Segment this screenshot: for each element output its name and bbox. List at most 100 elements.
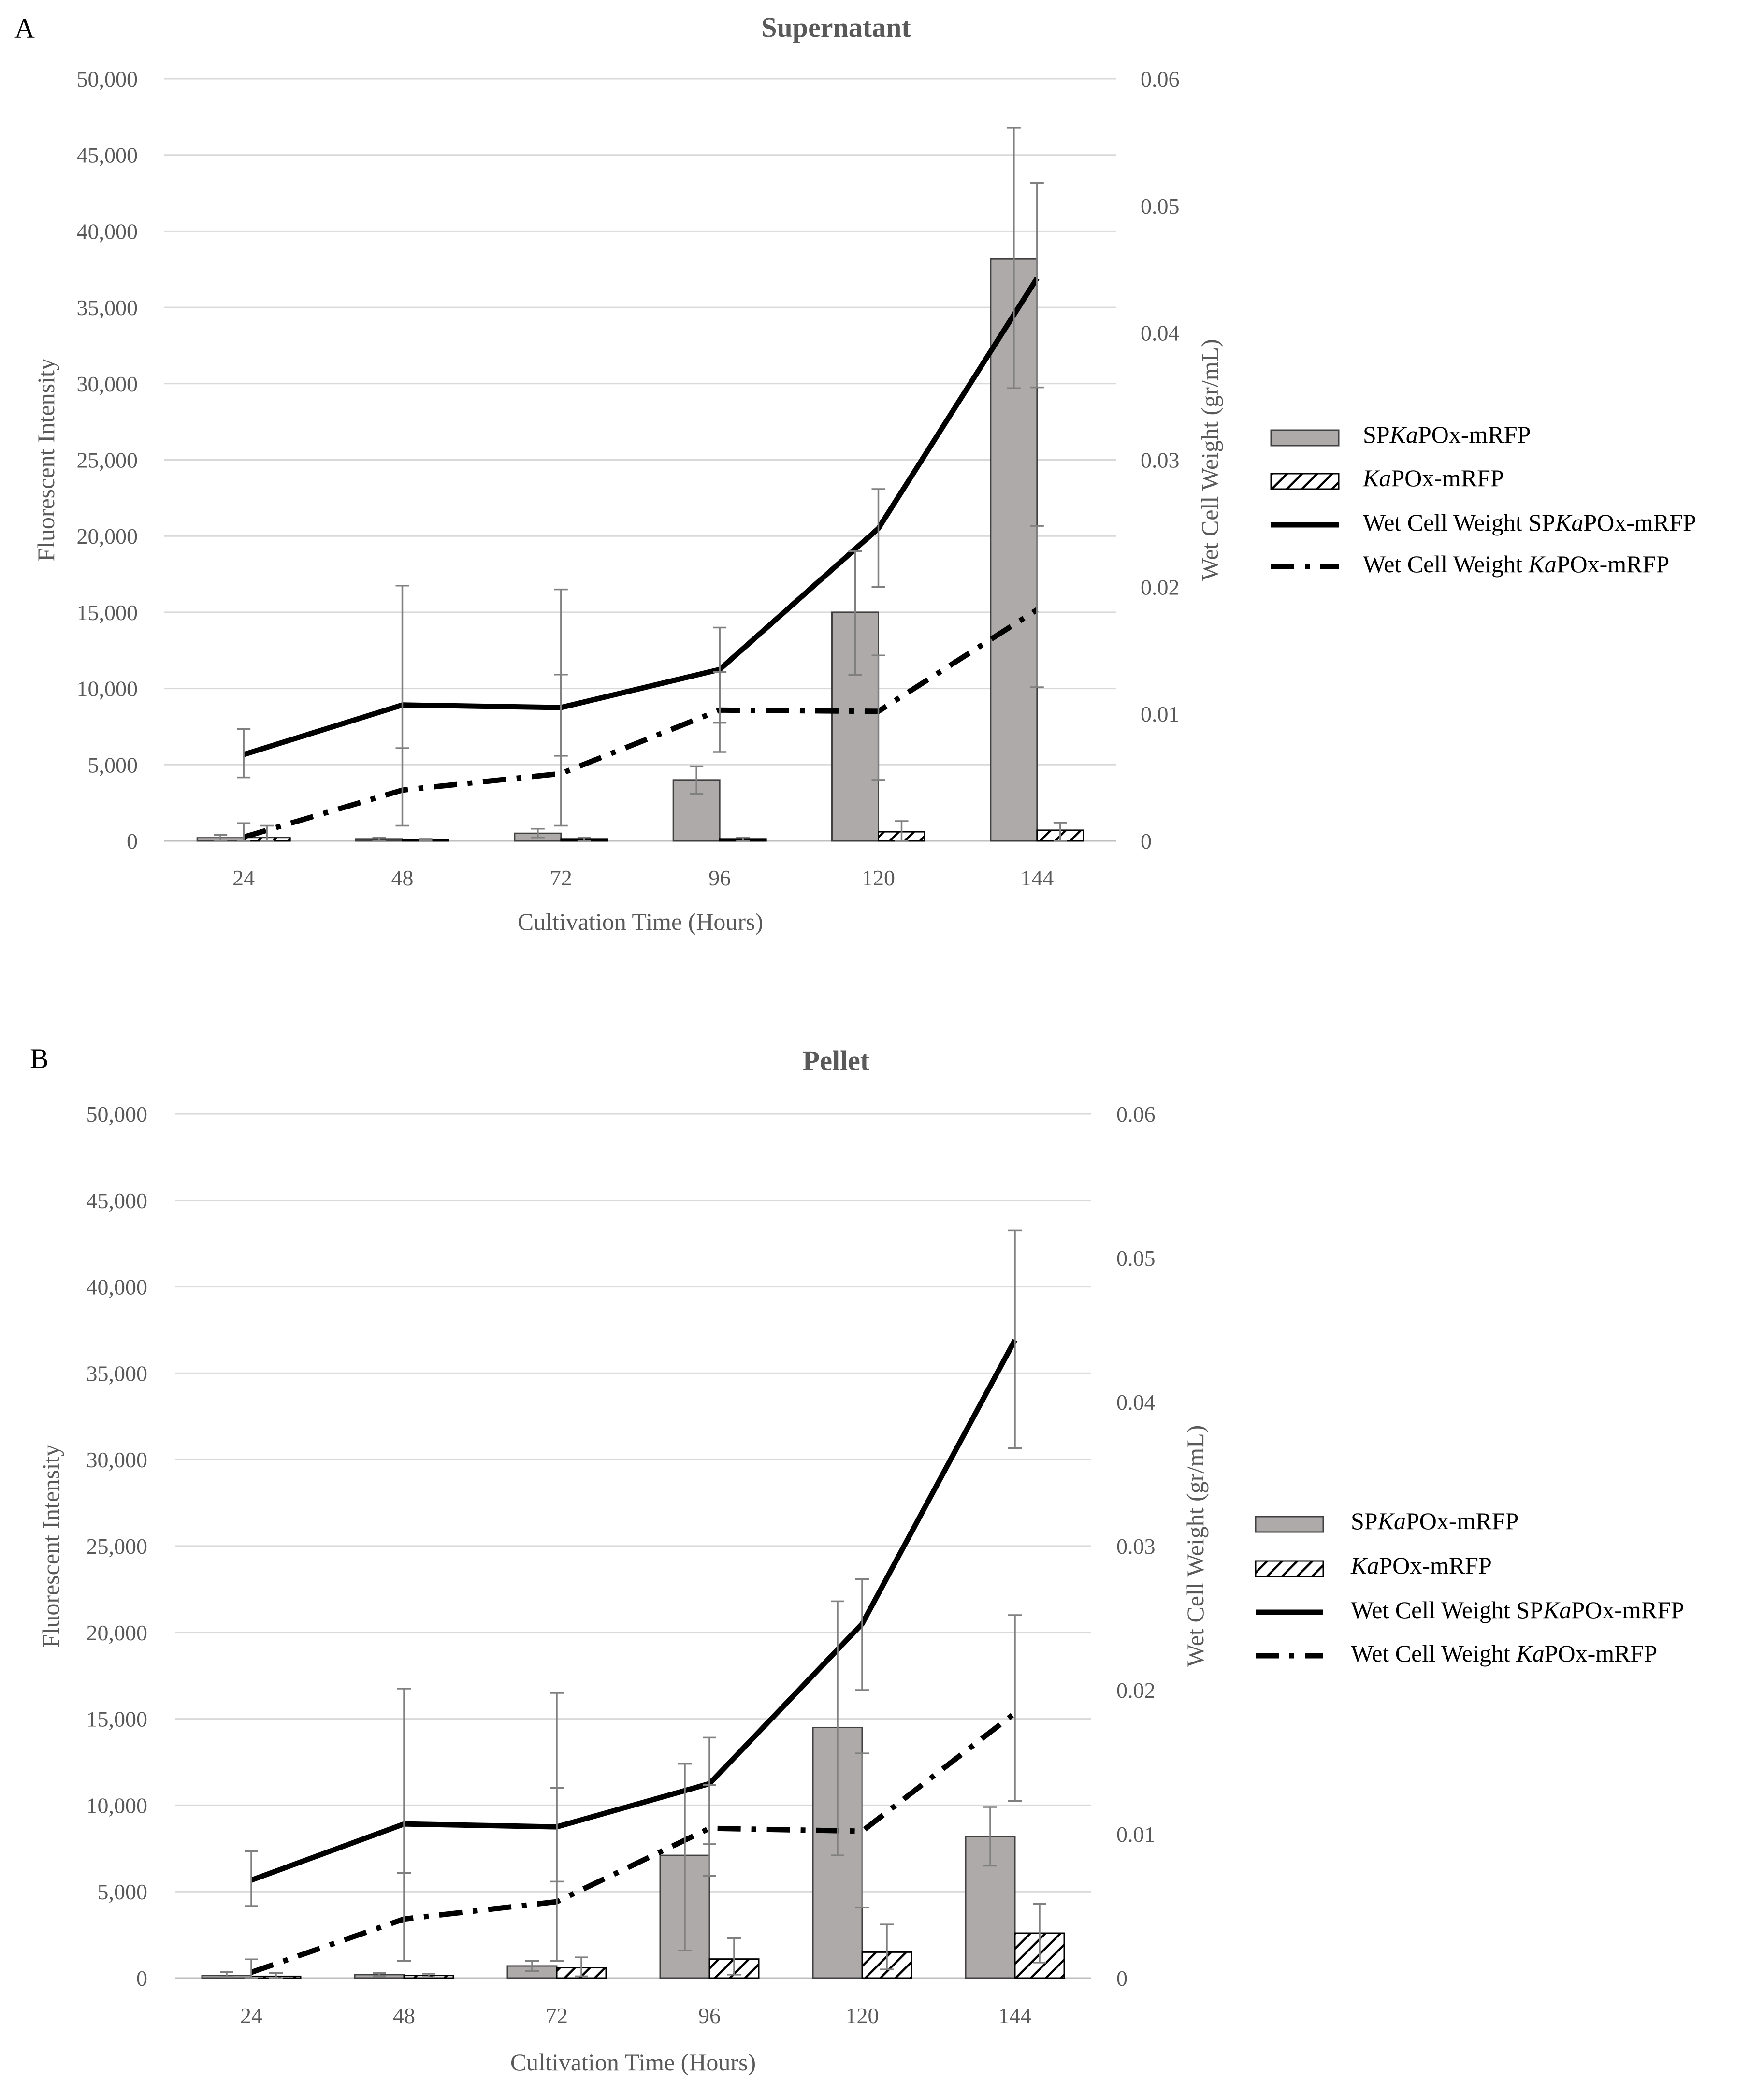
y2-tick-label: 0.04 xyxy=(1116,1390,1156,1415)
panel-label: B xyxy=(30,1043,49,1074)
legend-label-italic: Ka xyxy=(1543,1596,1571,1623)
legend-swatch-spkapox xyxy=(1255,1516,1324,1533)
legend-swatch-kapox xyxy=(1270,473,1340,490)
y-tick-label: 45,000 xyxy=(77,143,138,168)
legend-label-part: POx-mRFP xyxy=(1571,1596,1684,1623)
y-tick-label: 0 xyxy=(136,1966,147,1991)
legend-swatch-kapox xyxy=(1255,1560,1324,1577)
y-tick-label: 0 xyxy=(127,829,138,853)
x-tick-label: 96 xyxy=(698,2003,721,2028)
y-axis-title: Fluorescent Intensity xyxy=(37,1445,64,1648)
y-tick-label: 40,000 xyxy=(87,1275,148,1300)
line-wcw-kapox xyxy=(243,607,1039,840)
x-tick-label: 24 xyxy=(232,866,255,890)
y-tick-label: 15,000 xyxy=(77,600,138,625)
y-tick-label: 50,000 xyxy=(77,67,138,91)
x-tick-label: 144 xyxy=(998,2003,1032,2028)
x-tick-label: 48 xyxy=(391,866,414,890)
panel-label: A xyxy=(14,13,35,44)
y2-tick-label: 0.05 xyxy=(1141,194,1180,218)
legend-label-italic: Ka xyxy=(1350,1552,1379,1579)
x-tick-label: 24 xyxy=(240,2003,262,2028)
x-tick-label: 144 xyxy=(1020,866,1054,890)
y-axis-title: Fluorescent Intensity xyxy=(32,358,59,562)
y-tick-label: 35,000 xyxy=(87,1361,148,1386)
legend-label-part: POx-mRFP xyxy=(1418,421,1531,448)
legend-label-part: Wet Cell Weight xyxy=(1363,550,1528,578)
y-tick-label: 5,000 xyxy=(88,752,138,777)
line-wcw-spkapox xyxy=(243,276,1040,757)
legend-label-wcw-spkapox: Wet Cell Weight SPKaPOx-mRFP xyxy=(1363,509,1696,536)
legend-label-wcw-kapox: Wet Cell Weight KaPOx-mRFP xyxy=(1363,550,1669,578)
y2-axis-title: Wet Cell Weight (gr/mL) xyxy=(1196,339,1223,581)
legend-label-part: SP xyxy=(1351,1507,1378,1534)
legend-label-wcw-spkapox: Wet Cell Weight SPKaPOx-mRFP xyxy=(1351,1596,1684,1623)
y2-tick-label: 0.01 xyxy=(1116,1822,1156,1847)
y2-axis-title: Wet Cell Weight (gr/mL) xyxy=(1182,1425,1209,1667)
y2-tick-label: 0 xyxy=(1116,1966,1128,1991)
line-wcw-kapox xyxy=(250,1711,1017,1975)
legend-label-part: POx-mRFP xyxy=(1583,509,1696,536)
y2-tick-label: 0.06 xyxy=(1141,67,1180,91)
bar-spkapox xyxy=(965,1836,1016,1979)
bar-spkapox xyxy=(672,779,721,842)
y-tick-label: 30,000 xyxy=(77,372,138,396)
y-tick-label: 15,000 xyxy=(87,1707,148,1732)
x-axis-title: Cultivation Time (Hours) xyxy=(510,2049,756,2076)
legend-label-kapox: KaPOx-mRFP xyxy=(1362,464,1504,491)
y-tick-label: 5,000 xyxy=(98,1879,148,1904)
y-tick-label: 20,000 xyxy=(87,1620,148,1645)
legend-label-part: POx-mRFP xyxy=(1379,1552,1491,1579)
legend-label-italic: Ka xyxy=(1377,1507,1406,1534)
y2-tick-label: 0.01 xyxy=(1141,702,1180,726)
legend-label-spkapox: SPKaPOx-mRFP xyxy=(1363,421,1531,448)
legend-label-kapox: KaPOx-mRFP xyxy=(1350,1552,1492,1579)
y-tick-label: 20,000 xyxy=(77,524,138,549)
chart-panel-supernatant: A Supernatant 0 5,000 10,000 15,000 20,000 25,0… xyxy=(14,12,1696,935)
x-tick-label: 72 xyxy=(546,2003,568,2028)
y-tick-label: 35,000 xyxy=(77,295,138,320)
legend-swatch-spkapox xyxy=(1270,429,1340,447)
y2-tick-label: 0 xyxy=(1141,829,1152,853)
x-tick-label: 96 xyxy=(708,866,731,890)
legend-label-italic: Ka xyxy=(1362,464,1391,491)
y-tick-label: 50,000 xyxy=(87,1102,148,1127)
y2-tick-label: 0.06 xyxy=(1116,1102,1156,1127)
legend-label-wcw-kapox: Wet Cell Weight KaPOx-mRFP xyxy=(1351,1640,1657,1667)
legend-label-part: POx-mRFP xyxy=(1545,1640,1657,1667)
y-tick-label: 40,000 xyxy=(77,219,138,244)
chart-title: Pellet xyxy=(803,1045,870,1076)
legend-label-part: POx-mRFP xyxy=(1406,1507,1518,1534)
legend-label-italic: Ka xyxy=(1555,509,1583,536)
y2-tick-label: 0.03 xyxy=(1141,448,1180,473)
chart-title: Supernatant xyxy=(761,12,911,43)
x-axis-title: Cultivation Time (Hours) xyxy=(518,908,763,935)
y-tick-label: 10,000 xyxy=(77,677,138,701)
y2-tick-label: 0.04 xyxy=(1141,321,1180,346)
x-tick-label: 72 xyxy=(550,866,572,890)
x-tick-label: 120 xyxy=(846,2003,879,2028)
y2-tick-label: 0.02 xyxy=(1116,1678,1156,1703)
legend-label-part: POx-mRFP xyxy=(1391,464,1504,491)
legend-label-italic: Ka xyxy=(1389,421,1418,448)
y2-tick-label: 0.03 xyxy=(1116,1534,1156,1559)
legend-label-spkapox: SPKaPOx-mRFP xyxy=(1351,1507,1518,1534)
y-tick-label: 30,000 xyxy=(87,1447,148,1472)
x-tick-label: 120 xyxy=(862,866,895,890)
y-tick-label: 10,000 xyxy=(87,1793,148,1818)
legend-label-part: POx-mRFP xyxy=(1557,550,1669,578)
legend-label-part: SP xyxy=(1363,421,1390,448)
line-wcw-spkapox xyxy=(250,1339,1017,1883)
x-tick-label: 48 xyxy=(393,2003,415,2028)
legend-label-italic: Ka xyxy=(1516,1640,1544,1667)
legend-label-part: Wet Cell Weight SP xyxy=(1351,1596,1543,1623)
y-tick-label: 25,000 xyxy=(87,1534,148,1559)
chart-panel-pellet: B Pellet 0 5,000 10,000 15,000 20,000 25,000 30,… xyxy=(30,1043,1684,2076)
y2-tick-label: 0.05 xyxy=(1116,1246,1156,1271)
y2-tick-label: 0.02 xyxy=(1141,575,1180,599)
y-tick-label: 45,000 xyxy=(87,1188,148,1213)
legend-label-part: Wet Cell Weight xyxy=(1351,1640,1516,1667)
